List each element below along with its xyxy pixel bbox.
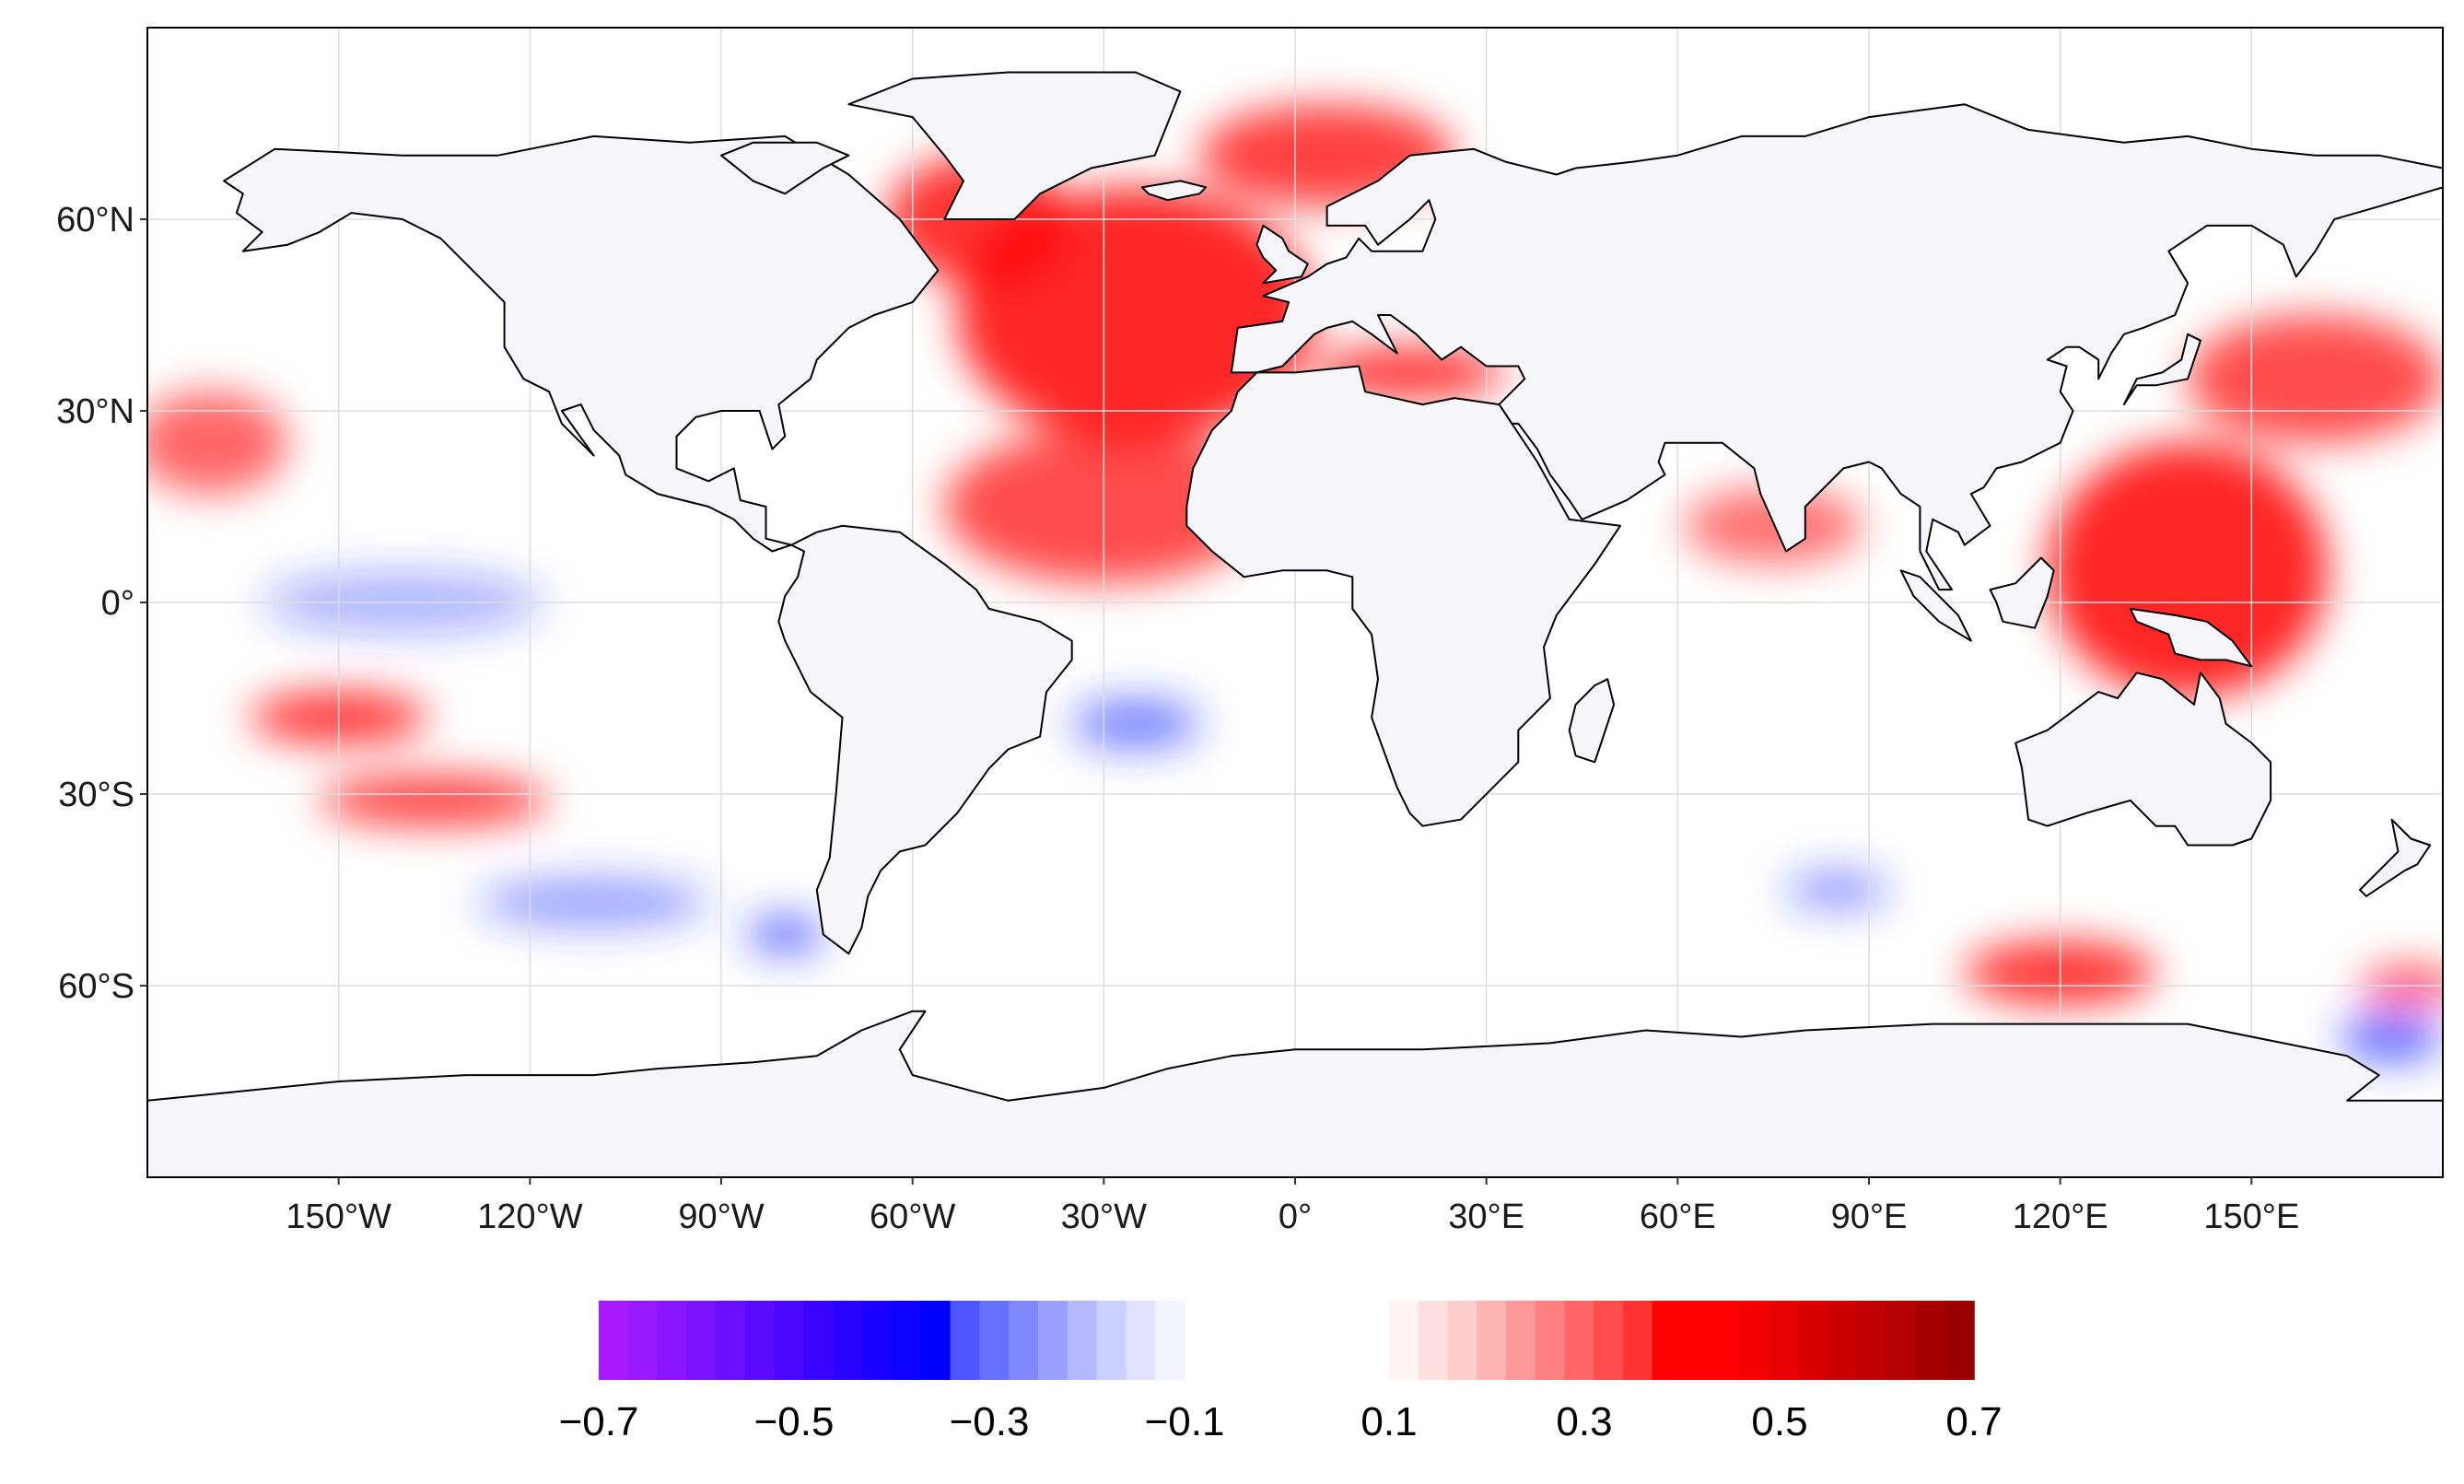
negative-anomaly-south-indian — [1786, 871, 1888, 909]
land-madagascar — [1568, 678, 1616, 764]
colorbar-positive-segment — [1652, 1301, 1683, 1380]
land-britain — [1255, 224, 1309, 285]
colorbar-negative-segment — [862, 1301, 893, 1380]
longitude-axis: 150°W 120°W 90°W 60°W 30°W 0° 30°E 60°E 90°E 120°… — [286, 1177, 2299, 1236]
colorbar-negative-segment — [979, 1301, 1010, 1380]
lon-tick-label: 30°W — [1061, 1198, 1147, 1236]
colorbar-positive-segment — [1886, 1301, 1917, 1380]
positive-anomaly-north-pacific-east — [147, 391, 288, 495]
colorbar-negative-segment — [745, 1301, 776, 1380]
colorbar-positive-segment — [1535, 1301, 1566, 1380]
negative-anomaly-south-pacific-mid — [478, 877, 709, 929]
lat-tick-label: 0° — [101, 584, 134, 623]
colorbar-tick-label: −0.1 — [1145, 1399, 1225, 1444]
lon-tick-label: 90°W — [678, 1198, 764, 1236]
land-masses — [147, 71, 2443, 1177]
positive-anomaly-kuroshio — [2188, 315, 2443, 443]
colorbar-positive-segment — [1944, 1301, 1975, 1380]
colorbar-negative-segment — [657, 1301, 688, 1380]
lon-tick-label: 60°E — [1640, 1198, 1716, 1236]
colorbar-positive-segment — [1506, 1301, 1536, 1380]
colorbar-tick-label: 0.7 — [1945, 1399, 2002, 1444]
map-panel — [146, 27, 2444, 1178]
land-iceland — [1140, 180, 1208, 202]
colorbar-positive-segment — [1447, 1301, 1478, 1380]
negative-anomaly-south-atlantic — [1071, 698, 1200, 750]
colorbar-positive-segment — [1798, 1301, 1829, 1380]
land-borneo — [1989, 556, 2055, 629]
lon-tick-label: 120°E — [2013, 1198, 2108, 1236]
colorbar-negative-segment — [599, 1301, 629, 1380]
colorbar-negative-segment — [950, 1301, 981, 1380]
land-antarctica — [147, 1010, 2443, 1177]
positive-anomaly-south-pacific-band-2 — [319, 775, 550, 826]
colorbar: −0.7 −0.5 −0.3 −0.1 0.1 0.3 0.5 0.7 — [559, 1301, 2003, 1444]
lon-tick-label: 30°E — [1448, 1198, 1524, 1236]
lon-tick-label: 150°W — [286, 1198, 391, 1236]
lat-tick-label: 60°N — [56, 201, 134, 240]
land-eurasia — [1230, 103, 2443, 591]
colorbar-positive-segment — [1389, 1301, 1419, 1380]
colorbar-positive-segment — [1418, 1301, 1449, 1380]
lon-tick-label: 120°W — [477, 1198, 583, 1236]
negative-anomaly-southeast-pacific — [746, 915, 823, 954]
colorbar-negative-segment — [716, 1301, 746, 1380]
colorbar-tick-label: −0.3 — [950, 1399, 1030, 1444]
colorbar-positive-segment — [1564, 1301, 1595, 1380]
colorbar-positive-segment — [1740, 1301, 1770, 1380]
lat-tick-label: 60°S — [58, 967, 134, 1006]
colorbar-tick-label: 0.3 — [1556, 1399, 1612, 1444]
negative-anomaly-ross-sea — [2341, 1011, 2443, 1063]
colorbar-negative-segment — [920, 1301, 952, 1380]
colorbar-positive-segment — [1681, 1301, 1712, 1380]
lon-tick-label: 0° — [1279, 1198, 1312, 1236]
land-baffin — [720, 141, 850, 195]
colorbar-tick-label: −0.7 — [559, 1399, 639, 1444]
land-africa — [1185, 365, 1621, 827]
colorbar-tick-labels: −0.7 −0.5 −0.3 −0.1 0.1 0.3 0.5 0.7 — [559, 1399, 2003, 1444]
colorbar-negative-segment — [1155, 1301, 1185, 1380]
land-japan — [2122, 333, 2201, 406]
positive-anomaly-indian-ocean-north — [1684, 487, 1863, 565]
colorbar-negative-segment — [803, 1301, 835, 1380]
land-new-zealand — [2359, 818, 2432, 897]
land-south-america — [777, 524, 1073, 955]
colorbar-negative-segment — [686, 1301, 717, 1380]
lat-tick-label: 30°S — [58, 776, 134, 814]
lon-tick-label: 60°W — [870, 1198, 955, 1236]
colorbar-negative-segment — [1126, 1301, 1156, 1380]
colorbar-positive-segment — [1828, 1301, 1858, 1380]
colorbar-tick-label: 0.5 — [1751, 1399, 1807, 1444]
colorbar-negative-segment — [892, 1301, 922, 1380]
colorbar-positive-ramp — [1389, 1301, 1975, 1380]
lon-tick-label: 150°E — [2203, 1198, 2299, 1236]
colorbar-positive-segment — [1477, 1301, 1507, 1380]
colorbar-positive-segment — [1769, 1301, 1800, 1380]
colorbar-positive-segment — [1623, 1301, 1653, 1380]
positive-anomaly-west-pacific-warm-pool — [2047, 442, 2329, 698]
colorbar-negative-segment — [1038, 1301, 1069, 1380]
colorbar-negative-segment — [1009, 1301, 1039, 1380]
colorbar-negative-segment — [1067, 1301, 1098, 1380]
land-australia — [2014, 672, 2272, 847]
colorbar-positive-segment — [1594, 1301, 1624, 1380]
colorbar-positive-segment — [1857, 1301, 1887, 1380]
colorbar-negative-segment — [627, 1301, 659, 1380]
colorbar-tick-label: 0.1 — [1360, 1399, 1417, 1444]
lon-tick-label: 90°E — [1831, 1198, 1908, 1236]
colorbar-tick-label: −0.5 — [754, 1399, 835, 1444]
colorbar-negative-segment — [833, 1301, 863, 1380]
latitude-axis: 60°N 30°N 0° 30°S 60°S — [56, 201, 147, 1006]
lat-tick-label: 30°N — [56, 392, 134, 431]
colorbar-positive-segment — [1915, 1301, 1946, 1380]
land-north-america — [223, 134, 940, 553]
colorbar-negative-ramp — [599, 1301, 1185, 1380]
land-sumatra — [1899, 569, 1972, 642]
colorbar-negative-segment — [774, 1301, 805, 1380]
land-new-guinea — [2129, 607, 2253, 668]
colorbar-positive-segment — [1711, 1301, 1741, 1380]
land-greenland — [847, 71, 1182, 220]
colorbar-negative-segment — [1096, 1301, 1127, 1380]
